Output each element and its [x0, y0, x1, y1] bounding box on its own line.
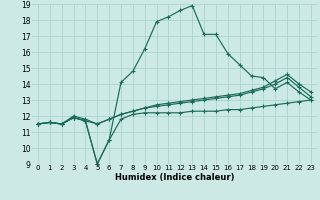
X-axis label: Humidex (Indice chaleur): Humidex (Indice chaleur) [115, 173, 234, 182]
